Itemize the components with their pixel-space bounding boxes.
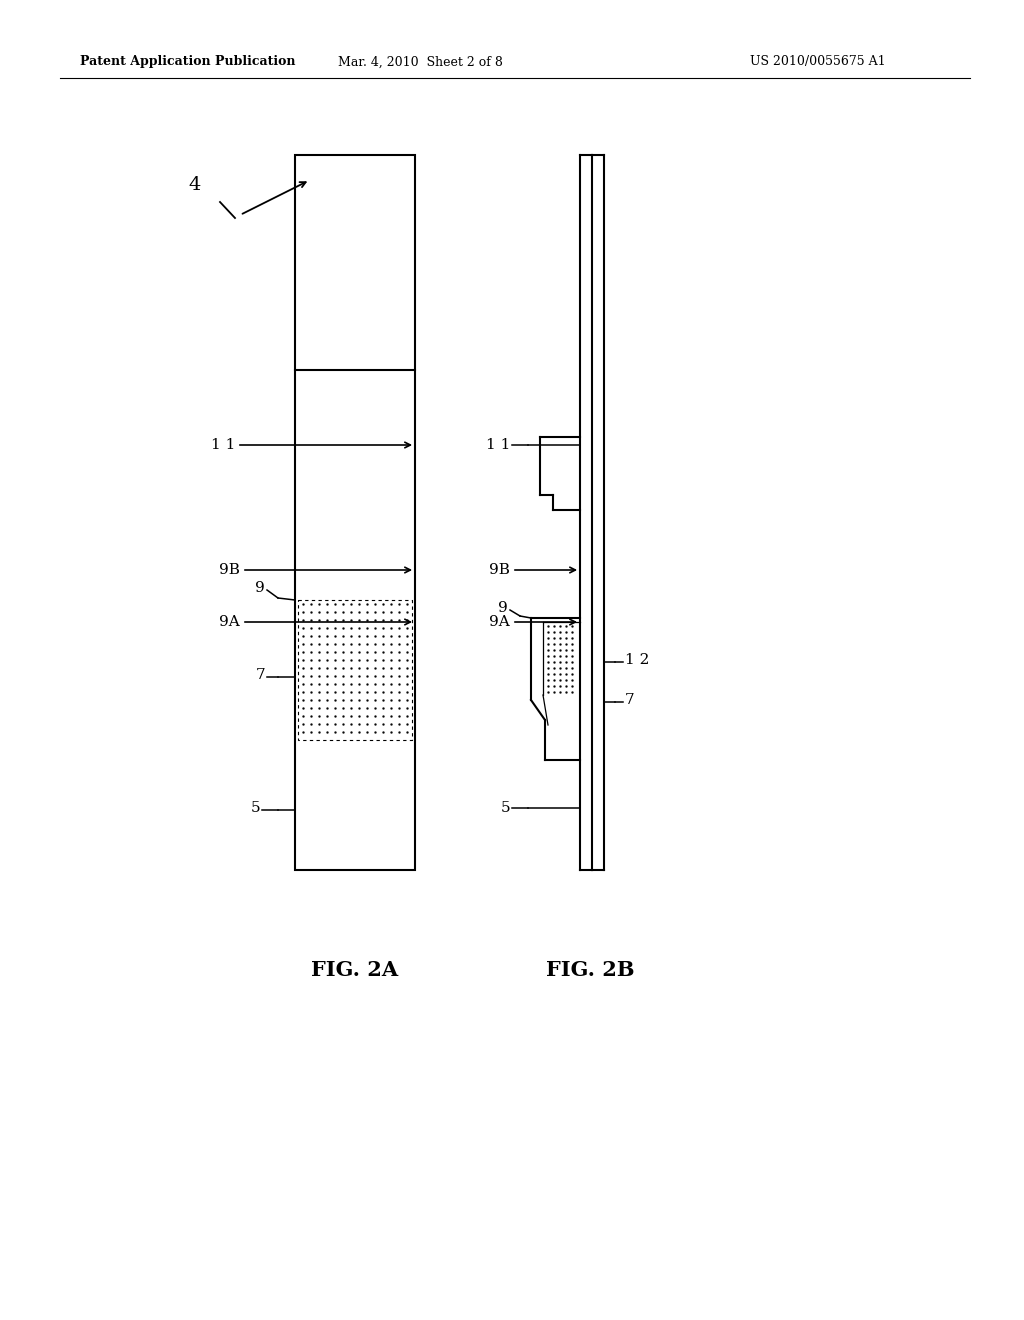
Text: 7: 7 — [625, 693, 635, 708]
Text: Patent Application Publication: Patent Application Publication — [80, 55, 296, 69]
Text: 1 1: 1 1 — [485, 438, 510, 451]
Text: 1 1: 1 1 — [211, 438, 234, 451]
Text: 5: 5 — [501, 801, 510, 814]
Bar — [298, 601, 412, 741]
Text: 9B: 9B — [489, 564, 510, 577]
Text: 9: 9 — [499, 601, 508, 615]
Text: 1 2: 1 2 — [625, 653, 649, 667]
Text: 5: 5 — [251, 801, 260, 814]
Text: 9A: 9A — [219, 615, 240, 630]
Text: 9A: 9A — [489, 615, 510, 630]
Text: Mar. 4, 2010  Sheet 2 of 8: Mar. 4, 2010 Sheet 2 of 8 — [338, 55, 503, 69]
Bar — [295, 154, 415, 870]
Text: 7: 7 — [255, 668, 265, 682]
Text: 9: 9 — [255, 581, 265, 595]
Text: 9B: 9B — [219, 564, 240, 577]
Text: US 2010/0055675 A1: US 2010/0055675 A1 — [750, 55, 886, 69]
Text: 4: 4 — [188, 176, 201, 194]
Text: FIG. 2B: FIG. 2B — [546, 960, 634, 979]
Text: FIG. 2A: FIG. 2A — [311, 960, 398, 979]
